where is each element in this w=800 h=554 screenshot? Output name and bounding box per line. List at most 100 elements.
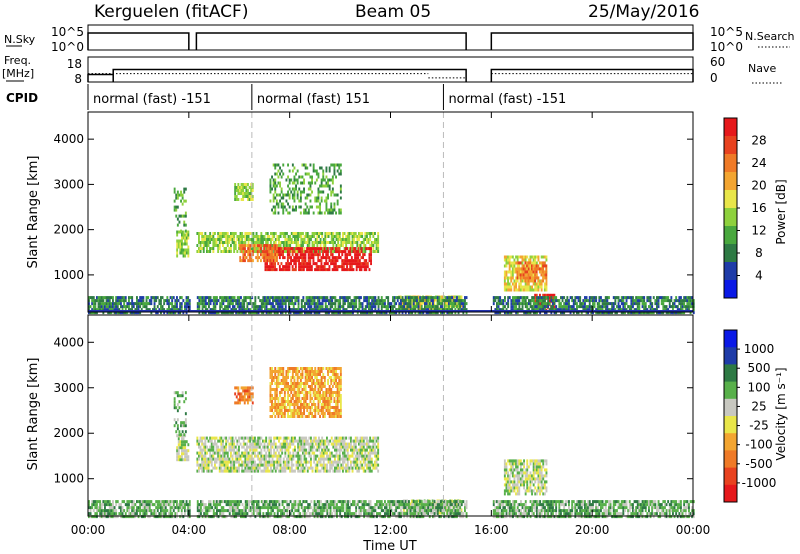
- power-echo-cell: [456, 305, 458, 309]
- power-echo-cell: [236, 311, 239, 315]
- power-echo-cell: [503, 255, 506, 259]
- velocity-echo-cell: [225, 457, 228, 461]
- velocity-echo-cell: [183, 421, 186, 425]
- power-echo-cell: [354, 253, 356, 257]
- power-echo-cell: [385, 308, 388, 312]
- power-echo-cell: [540, 261, 543, 265]
- power-echo-cell: [284, 305, 287, 309]
- power-echo-cell: [539, 285, 541, 289]
- power-echo-cell: [150, 299, 153, 303]
- velocity-echo-cell: [314, 436, 317, 440]
- power-echo-cell: [291, 299, 294, 303]
- power-echo-cell: [265, 232, 268, 235]
- power-echo-cell: [457, 299, 460, 303]
- power-echo-cell: [550, 305, 553, 309]
- velocity-echo-cell: [266, 454, 269, 458]
- power-echo-cell: [532, 255, 535, 259]
- power-echo-cell: [225, 241, 228, 244]
- velocity-echo-cell: [337, 454, 340, 458]
- power-echo-cell: [333, 193, 336, 197]
- power-echo-cell: [635, 296, 638, 300]
- velocity-echo-cell: [281, 442, 284, 446]
- power-echo-cell: [334, 302, 337, 306]
- power-echo-cell: [331, 175, 334, 179]
- power-echo-cell: [588, 305, 591, 309]
- power-echo-cell: [515, 311, 518, 315]
- power-echo-cell: [516, 264, 519, 268]
- power-echo-cell: [324, 232, 327, 235]
- power-echo-cell: [202, 235, 205, 238]
- power-echo-cell: [155, 296, 158, 300]
- velocity-echo-cell: [366, 466, 368, 470]
- velocity-echo-cell: [223, 436, 226, 440]
- velocity-echo-cell: [297, 469, 300, 473]
- power-echo-cell: [270, 241, 272, 244]
- power-echo-cell: [270, 308, 273, 312]
- velocity-echo-cell: [289, 454, 292, 458]
- velocity-echo-cell: [340, 466, 343, 470]
- power-echo-cell: [569, 311, 572, 315]
- velocity-echo-cell: [260, 448, 263, 452]
- power-echo-cell: [625, 302, 628, 306]
- power-echo-cell: [510, 276, 513, 280]
- power-echo-cell: [392, 311, 394, 315]
- power-echo-cell: [172, 308, 175, 312]
- power-echo-cell: [89, 296, 92, 300]
- power-echo-cell: [315, 265, 318, 269]
- velocity-echo-cell: [223, 445, 226, 449]
- power-echo-cell: [648, 305, 650, 309]
- power-echo-cell: [306, 193, 309, 197]
- power-echo-cell: [323, 178, 326, 182]
- power-echo-cell: [305, 296, 308, 300]
- power-echo-cell: [448, 311, 450, 315]
- power-echo-cell: [318, 250, 321, 254]
- power-echo-cell: [242, 250, 245, 253]
- power-echo-cell: [258, 250, 261, 254]
- power-echo-cell: [550, 296, 553, 300]
- power-echo-cell: [263, 259, 266, 263]
- power-echo-cell: [580, 302, 583, 306]
- power-echo-cell: [283, 193, 286, 197]
- power-echo-cell: [360, 296, 362, 300]
- power-echo-cell: [185, 239, 188, 243]
- power-echo-cell: [250, 183, 253, 186]
- power-echo-cell: [274, 253, 277, 257]
- velocity-echo-cell: [342, 466, 344, 470]
- power-echo-cell: [414, 311, 417, 315]
- power-echo-cell: [153, 302, 156, 306]
- power-echo-cell: [362, 265, 364, 269]
- power-echo-cell: [299, 247, 302, 251]
- velocity-echo-cell: [295, 463, 298, 467]
- power-echo-cell: [279, 235, 282, 238]
- velocity-echo-cell: [176, 409, 179, 413]
- power-echo-cell: [596, 302, 599, 306]
- velocity-echo-cell: [302, 451, 304, 455]
- velocity-echo-cell: [274, 445, 277, 449]
- power-echo-cell: [338, 208, 341, 212]
- power-echo-cell: [336, 199, 339, 203]
- power-echo-cell: [504, 296, 506, 300]
- power-echo-cell: [304, 305, 306, 309]
- power-echo-cell: [222, 311, 225, 315]
- velocity-echo-cell: [173, 400, 176, 404]
- power-echo-cell: [529, 261, 532, 265]
- velocity-echo-cell: [242, 451, 245, 455]
- power-echo-cell: [315, 169, 318, 173]
- power-echo-cell: [368, 308, 370, 312]
- velocity-echo-cell: [284, 445, 287, 449]
- power-echo-cell: [308, 235, 311, 238]
- power-echo-cell: [287, 175, 289, 179]
- velocity-echo-cell: [270, 445, 272, 449]
- power-echo-cell: [91, 308, 94, 312]
- velocity-echo-cell: [198, 457, 200, 461]
- velocity-echo-cell: [356, 469, 359, 473]
- velocity-echo-cell: [303, 442, 306, 446]
- power-echo-cell: [309, 268, 312, 272]
- power-echo-cell: [324, 302, 327, 306]
- power-echo-cell: [542, 293, 545, 297]
- power-echo-cell: [577, 296, 580, 300]
- power-echo-cell: [306, 250, 308, 254]
- velocity-echo-cell: [374, 454, 376, 458]
- power-echo-cell: [348, 305, 351, 309]
